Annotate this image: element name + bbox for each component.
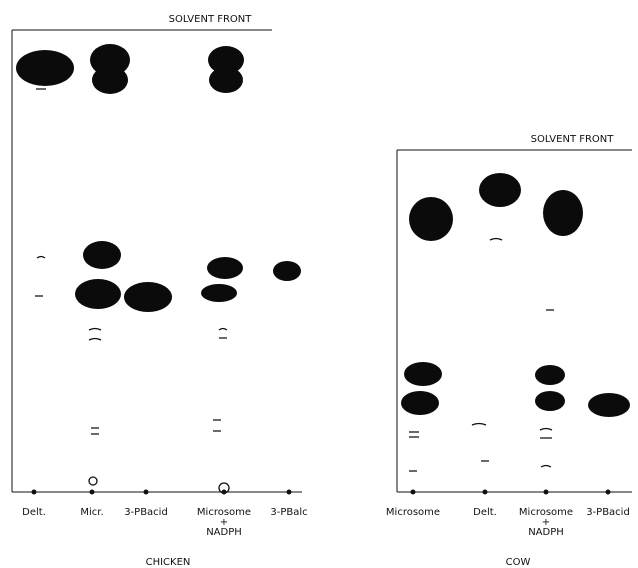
lane-label: Micr.	[80, 507, 103, 518]
figure: SOLVENT FRONT CHICKEN SOLVENT FRONT COW …	[0, 0, 638, 568]
lane-label: Microsome	[386, 507, 440, 518]
spots	[16, 44, 301, 493]
page: SOLVENT FRONT CHICKEN SOLVENT FRONT COW …	[0, 0, 638, 568]
lane-origin	[32, 490, 37, 495]
lane-origin	[144, 490, 149, 495]
spots	[401, 173, 630, 471]
lane-label: Delt.	[22, 507, 46, 518]
lane-origin	[90, 490, 95, 495]
solvent-front-label: SOLVENT FRONT	[169, 14, 253, 25]
lane-label: NADPH	[528, 527, 564, 538]
lane-origin	[411, 490, 416, 495]
lane-label: 3-PBalc	[270, 507, 307, 518]
solvent-front-label: SOLVENT FRONT	[531, 134, 615, 145]
lane-label: 3-PBacid	[124, 507, 168, 518]
panel-caption: COW	[506, 557, 531, 568]
lane-origin	[287, 490, 292, 495]
lane-origin	[483, 490, 488, 495]
panel-caption: CHICKEN	[146, 557, 191, 568]
lane-label: 3-PBacid	[586, 507, 630, 518]
lane-origin	[606, 490, 611, 495]
lane-label: NADPH	[206, 527, 242, 538]
lane-origin	[222, 490, 227, 495]
lane-origin	[544, 490, 549, 495]
lane-label: Delt.	[473, 507, 497, 518]
